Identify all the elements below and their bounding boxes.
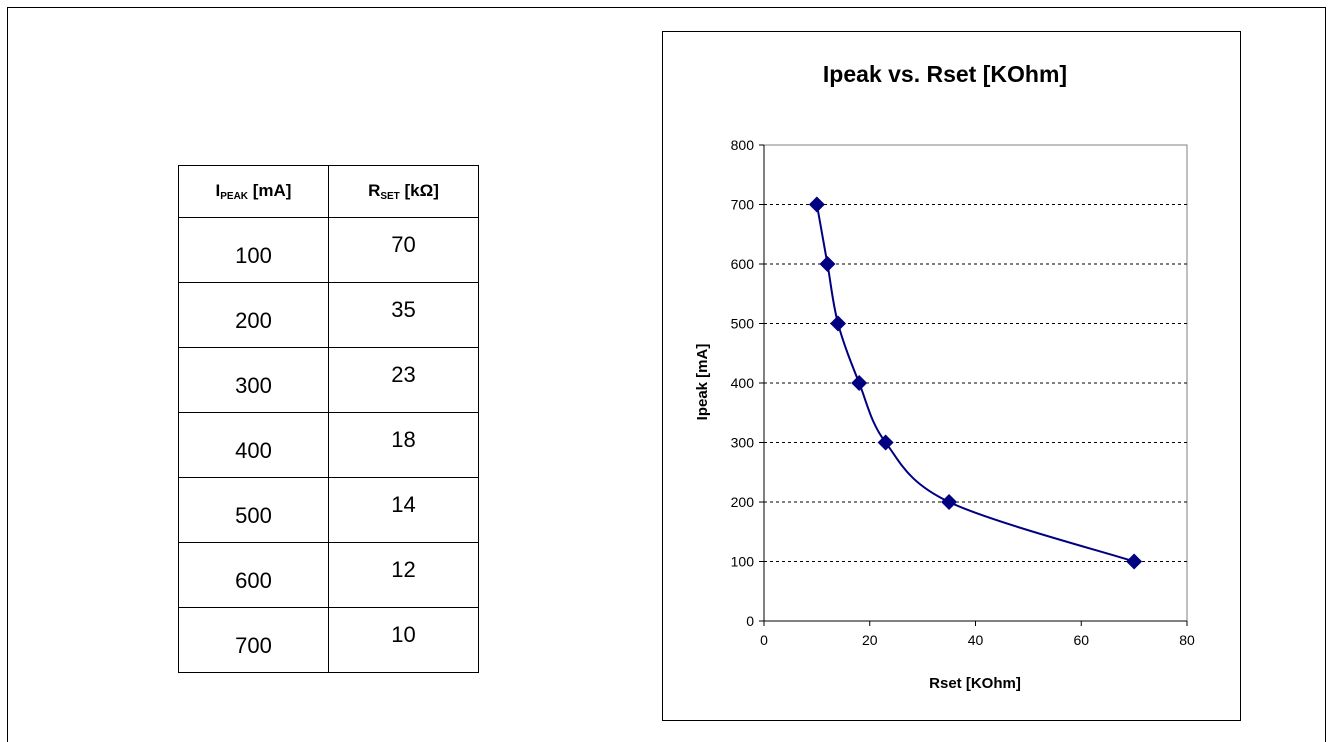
page-frame — [7, 7, 1326, 742]
x-tick-label: 80 — [1179, 632, 1195, 648]
ipeak-cell: 300 — [178, 347, 329, 413]
y-tick-label: 500 — [731, 316, 755, 332]
data-point-marker — [830, 315, 847, 332]
ipeak-rset-table: IPEAK [mA] RSET [kΩ] 100 70 200 35 300 23 4… — [178, 165, 479, 673]
data-point-marker — [808, 196, 825, 213]
table-row: 400 18 — [178, 412, 479, 478]
header-ipeak: IPEAK [mA] — [178, 165, 329, 218]
rset-cell: 14 — [328, 477, 479, 543]
data-series — [808, 196, 1143, 570]
y-tick-label: 400 — [731, 375, 755, 391]
table-row: 500 14 — [178, 477, 479, 543]
x-tick-label: 40 — [968, 632, 984, 648]
table-row: 700 10 — [178, 607, 479, 673]
rset-cell: 10 — [328, 607, 479, 673]
y-axis-label: Ipeak [mA] — [694, 344, 711, 421]
table-row: 600 12 — [178, 542, 479, 608]
data-point-marker — [819, 256, 836, 272]
y-tick-label: 100 — [731, 554, 755, 570]
y-tick-label: 600 — [731, 256, 755, 272]
header-rset: RSET [kΩ] — [328, 165, 479, 218]
y-tick-label: 0 — [746, 613, 754, 629]
x-axis-label: Rset [KOhm] — [929, 675, 1021, 692]
data-point-marker — [1126, 553, 1143, 570]
y-tick-label: 700 — [731, 197, 755, 213]
chart-container: Ipeak vs. Rset [KOhm] 0 100 200 300 400 500 60… — [662, 31, 1241, 721]
y-tick-label: 800 — [731, 137, 755, 153]
ipeak-cell: 200 — [178, 282, 329, 348]
data-point-marker — [851, 375, 868, 391]
ipeak-cell: 700 — [178, 607, 329, 673]
data-point-marker — [877, 434, 894, 451]
y-tick-label: 300 — [731, 435, 755, 451]
x-tick-label: 60 — [1073, 632, 1089, 648]
table-header-row: IPEAK [mA] RSET [kΩ] — [178, 165, 479, 218]
table-row: 200 35 — [178, 282, 479, 348]
data-point-marker — [941, 494, 958, 510]
rset-cell: 18 — [328, 412, 479, 478]
y-tick-label: 200 — [731, 494, 755, 510]
ipeak-cell: 400 — [178, 412, 329, 478]
ipeak-cell: 600 — [178, 542, 329, 608]
rset-cell: 70 — [328, 217, 479, 283]
chart-title: Ipeak vs. Rset [KOhm] — [823, 61, 1067, 87]
x-tick-label: 0 — [760, 632, 768, 648]
gridlines — [764, 204, 1187, 562]
rset-cell: 35 — [328, 282, 479, 348]
table-row: 100 70 — [178, 217, 479, 283]
ipeak-cell: 100 — [178, 217, 329, 283]
axes: 0 100 200 300 400 500 600 700 800 0 20 40 60 80 — [731, 137, 1195, 648]
ipeak-cell: 500 — [178, 477, 329, 543]
rset-cell: 23 — [328, 347, 479, 413]
x-tick-label: 20 — [862, 632, 878, 648]
rset-cell: 12 — [328, 542, 479, 608]
table-row: 300 23 — [178, 347, 479, 413]
ipeak-rset-chart: Ipeak vs. Rset [KOhm] 010020030040050060… — [694, 61, 1195, 692]
